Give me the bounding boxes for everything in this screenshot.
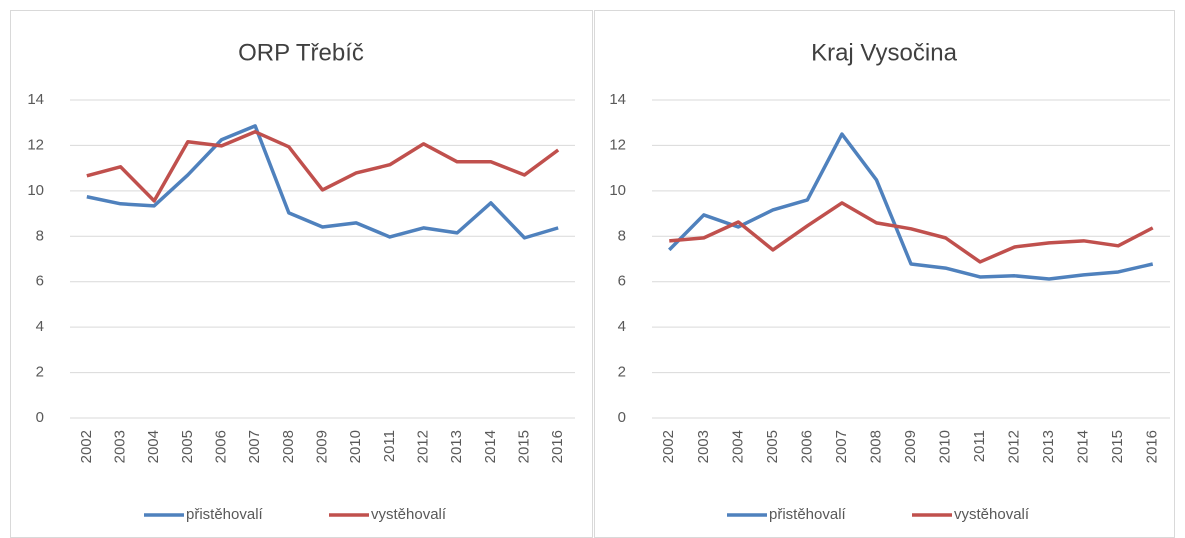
y-tick-label: 6 [36, 273, 44, 290]
x-tick-label: 2007 [833, 430, 850, 463]
x-tick-label: 2012 [1006, 430, 1023, 463]
y-tick-label: 8 [36, 227, 44, 244]
x-tick-label: 2015 [1109, 430, 1126, 463]
x-tick-label: 2009 [902, 430, 919, 463]
x-tick-label: 2007 [246, 430, 263, 463]
data-line [86, 130, 560, 203]
data-line [669, 201, 1154, 264]
legend-label: vystěhovalí [371, 506, 447, 523]
legend-label: přistěhovalí [769, 506, 847, 523]
x-tick-label: 2012 [414, 430, 431, 463]
panel-frame [10, 10, 593, 538]
x-tick-label: 2011 [971, 430, 988, 462]
x-tick-label: 2010 [347, 430, 364, 463]
data-line [86, 124, 559, 240]
y-tick-label: 8 [618, 227, 626, 244]
legend-label: vystěhovalí [954, 506, 1030, 523]
x-tick-label: 2010 [937, 430, 954, 463]
x-tick-label: 2006 [798, 430, 815, 463]
chart-title: ORP Třebíč [238, 39, 364, 66]
y-tick-label: 12 [609, 136, 626, 153]
y-tick-label: 14 [609, 91, 626, 108]
x-tick-label: 2008 [280, 430, 297, 463]
y-tick-label: 2 [36, 364, 44, 381]
y-tick-label: 0 [618, 409, 626, 426]
chart-title: Kraj Vysočina [811, 39, 957, 66]
y-tick-label: 4 [36, 318, 44, 335]
x-tick-label: 2011 [381, 430, 398, 462]
x-tick-label: 2016 [1144, 430, 1161, 463]
x-tick-label: 2008 [867, 430, 884, 463]
x-tick-label: 2005 [179, 430, 196, 463]
x-tick-label: 2009 [313, 430, 330, 463]
x-tick-label: 2014 [1075, 430, 1092, 463]
x-tick-label: 2014 [482, 430, 499, 463]
y-tick-label: 10 [27, 182, 44, 199]
y-tick-label: 0 [36, 409, 44, 426]
x-tick-label: 2013 [448, 430, 465, 463]
x-tick-label: 2004 [145, 430, 162, 463]
y-tick-label: 2 [618, 364, 626, 381]
x-tick-label: 2013 [1040, 430, 1057, 463]
x-tick-label: 2002 [78, 430, 95, 463]
x-tick-label: 2016 [549, 430, 566, 463]
x-tick-label: 2005 [764, 430, 781, 463]
x-tick-label: 2003 [111, 430, 128, 463]
y-tick-label: 12 [27, 136, 44, 153]
x-tick-label: 2015 [515, 430, 532, 463]
x-tick-label: 2006 [212, 430, 229, 463]
y-tick-label: 4 [618, 318, 626, 335]
y-tick-label: 6 [618, 273, 626, 290]
x-tick-label: 2004 [729, 430, 746, 463]
y-tick-label: 14 [27, 91, 44, 108]
data-line [668, 132, 1154, 281]
x-tick-label: 2002 [660, 430, 677, 463]
y-tick-label: 10 [609, 182, 626, 199]
x-tick-label: 2003 [695, 430, 712, 463]
legend-label: přistěhovalí [186, 506, 264, 523]
